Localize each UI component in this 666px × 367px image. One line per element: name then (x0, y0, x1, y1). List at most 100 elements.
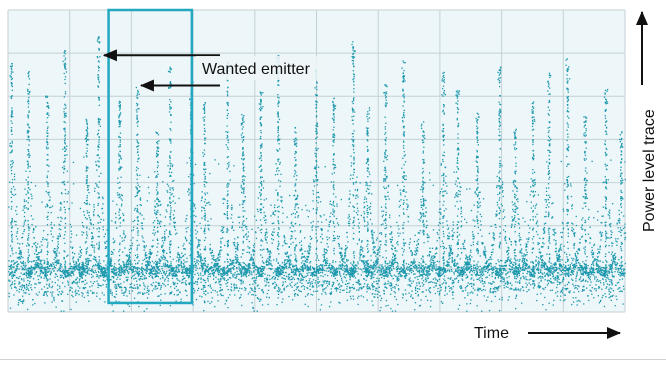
data-point (72, 251, 74, 254)
data-point (212, 270, 214, 272)
data-point (215, 276, 217, 278)
data-point (204, 116, 206, 118)
data-point (282, 298, 284, 300)
data-point (210, 291, 212, 294)
data-point (64, 242, 66, 244)
data-point (131, 265, 133, 268)
data-point (556, 284, 559, 286)
data-point (152, 239, 154, 241)
data-point (289, 279, 291, 281)
data-point (591, 274, 593, 276)
data-point (18, 283, 20, 285)
data-point (203, 109, 206, 111)
data-point (204, 219, 206, 221)
data-point (204, 212, 206, 214)
data-point (27, 273, 29, 275)
data-point (506, 260, 509, 262)
data-point (264, 285, 266, 287)
data-point (125, 254, 127, 257)
data-point (18, 288, 20, 290)
data-point (28, 255, 30, 257)
data-point (255, 279, 257, 281)
data-point (615, 295, 617, 297)
data-point (172, 281, 174, 284)
data-point (106, 240, 108, 242)
data-point (78, 256, 80, 258)
data-point (481, 290, 483, 292)
data-point (159, 220, 161, 222)
data-point (497, 259, 499, 261)
data-point (346, 291, 348, 293)
data-point (309, 288, 311, 291)
data-point (79, 256, 81, 258)
data-point (63, 237, 65, 239)
data-point (31, 289, 33, 291)
data-point (352, 295, 354, 297)
data-point (87, 127, 89, 129)
data-point (559, 281, 561, 284)
data-point (139, 212, 141, 214)
data-point (338, 271, 341, 273)
data-point (515, 289, 518, 291)
data-point (483, 285, 485, 287)
data-point (90, 223, 92, 226)
data-point (519, 258, 521, 261)
data-point (9, 181, 11, 183)
data-point (173, 195, 175, 198)
data-point (156, 262, 158, 264)
data-point (26, 138, 28, 141)
data-point (527, 266, 530, 268)
data-point (86, 185, 89, 187)
data-point (87, 139, 89, 141)
data-point (24, 262, 26, 264)
data-point (64, 59, 66, 61)
data-point (55, 274, 57, 276)
data-point (43, 230, 45, 232)
data-point (59, 276, 61, 279)
data-point (298, 289, 300, 291)
data-point (34, 262, 37, 264)
data-point (138, 273, 140, 275)
data-point (64, 50, 66, 52)
data-point (162, 270, 164, 272)
data-point (152, 266, 154, 269)
data-point (95, 263, 97, 266)
data-point (89, 260, 91, 262)
data-point (170, 138, 172, 140)
data-point (578, 269, 580, 271)
data-point (358, 283, 360, 285)
data-point (137, 103, 139, 105)
data-point (207, 285, 209, 287)
data-point (24, 284, 26, 287)
data-point (50, 263, 52, 266)
data-point (274, 276, 277, 279)
data-point (70, 308, 72, 311)
data-point (169, 251, 171, 254)
data-point (64, 62, 66, 64)
data-point (64, 150, 67, 152)
data-point (188, 194, 190, 196)
data-point (232, 276, 234, 278)
data-point (133, 287, 135, 289)
data-point (534, 272, 536, 275)
data-point (10, 78, 13, 81)
data-point (202, 265, 204, 268)
data-point (394, 292, 396, 294)
data-point (47, 143, 49, 146)
data-point (447, 277, 449, 279)
data-point (115, 269, 117, 271)
data-point (39, 260, 41, 262)
data-point (169, 231, 171, 234)
data-point (98, 48, 100, 51)
data-point (464, 297, 466, 299)
data-point (188, 189, 190, 191)
data-point (115, 286, 117, 288)
data-point (157, 295, 159, 297)
data-point (11, 149, 13, 151)
data-point (137, 142, 140, 144)
data-point (413, 273, 415, 275)
data-point (179, 255, 181, 257)
data-point (96, 164, 98, 167)
data-point (28, 153, 30, 156)
data-point (156, 141, 158, 144)
